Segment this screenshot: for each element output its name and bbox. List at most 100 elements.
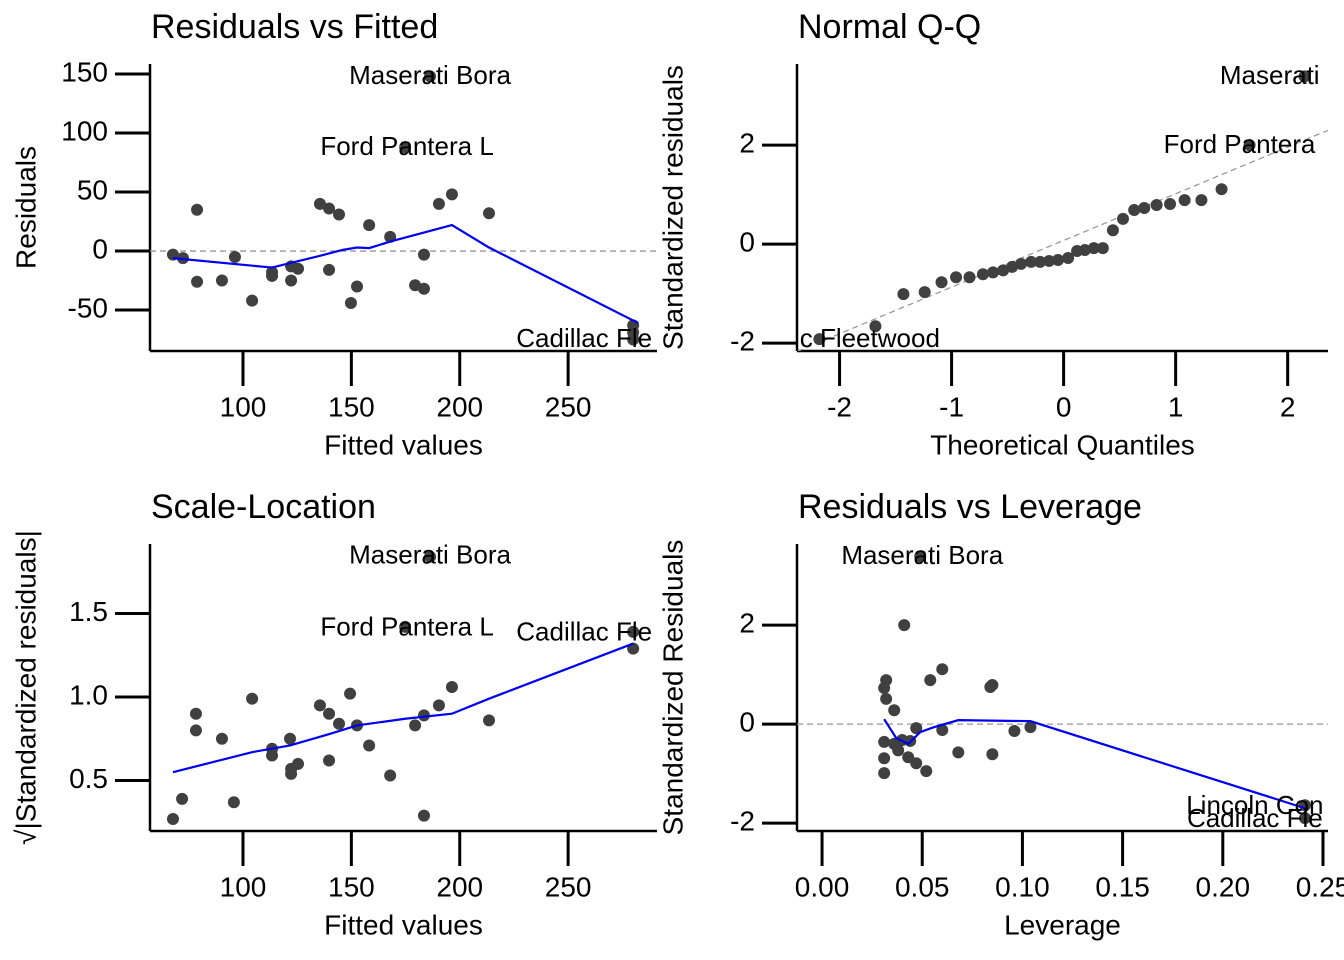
point-label: Maserati Bora [841,540,1003,570]
point [880,692,893,705]
point [878,767,891,780]
point [1178,194,1191,207]
point [246,692,259,705]
point [936,663,949,676]
point [1052,253,1065,266]
panel-title: Scale-Location [151,488,376,526]
point [215,274,228,287]
point [1298,812,1311,825]
point [1008,725,1021,738]
point [417,248,430,261]
x-axis-label: Leverage [1004,909,1121,940]
point-label: Maserati [1220,60,1320,90]
point [323,707,336,720]
point [313,197,326,210]
point [880,674,893,687]
x-tick-label: 150 [328,391,375,422]
point [1243,139,1256,152]
point [215,732,228,745]
point-label: Maserati Bora [349,60,511,90]
point [191,275,204,288]
point [910,757,923,770]
point [227,796,240,809]
point [878,752,891,765]
x-axis-label: Theoretical Quantiles [930,429,1195,460]
point [313,699,326,712]
point [292,757,305,770]
y-tick-label: -2 [730,325,755,356]
point [333,717,346,730]
point [1025,255,1038,268]
point-label: Maserati Bora [349,540,511,570]
x-tick-label: 0.00 [795,871,850,902]
point [1087,242,1100,255]
y-axis-label: √|Standardized residuals| [10,530,41,845]
point-label: Ford Pantera [1164,129,1316,159]
point [950,271,963,284]
x-axis-label: Fitted values [324,909,483,940]
point [1015,257,1028,270]
y-tick-label: -2 [730,805,755,836]
point [363,219,376,232]
y-tick-label: 0.5 [69,763,108,794]
x-tick-label: 150 [328,871,375,902]
point [627,625,640,638]
point [1062,251,1075,264]
y-tick-label: 1.5 [69,596,108,627]
point [285,767,298,780]
point [363,739,376,752]
point [987,266,1000,279]
x-tick-label: 100 [220,871,267,902]
plot-area [797,70,1328,351]
point [813,333,826,346]
x-tick-label: 0.15 [1095,871,1150,902]
y-axis-label: Standardized Residuals [657,540,688,836]
point-label: Ford Pantera L [320,131,493,161]
x-tick-label: 200 [436,391,483,422]
point [918,286,931,299]
point [246,294,259,307]
point [952,746,965,759]
x-tick-label: 100 [220,391,267,422]
plot-area [150,70,657,346]
point [1138,201,1151,214]
point [1078,244,1091,257]
x-axis-label: Fitted values [324,429,483,460]
x-tick-label: 0.20 [1196,871,1251,902]
point [1096,242,1109,255]
point [1116,212,1129,225]
point [910,722,923,735]
point [924,674,937,687]
point [417,809,430,822]
point-label: Cadillac Fle [516,323,652,353]
point [292,262,305,275]
x-tick-label: -1 [939,391,964,422]
x-tick-label: 0.05 [895,871,950,902]
point [409,719,422,732]
point-label: Cadillac Fle [516,616,652,646]
x-tick-label: 250 [545,391,592,422]
point [935,276,948,289]
plot-area [166,550,640,825]
y-tick-label: 0 [739,707,755,738]
point [920,765,933,778]
point [627,326,640,339]
point [384,769,397,782]
point [344,296,357,309]
point [1128,203,1141,216]
point [333,208,346,221]
panel-title: Normal Q-Q [798,8,981,46]
point [323,754,336,767]
point [1043,254,1056,267]
y-tick-label: 50 [77,174,108,205]
point [936,724,949,737]
point [445,680,458,693]
point [417,282,430,295]
plot-area [797,550,1328,825]
point [986,679,999,692]
smooth-line [172,223,639,325]
point-label: Ford Pantera L [320,611,493,641]
panel-title: Residuals vs Fitted [151,8,438,46]
point [285,274,298,287]
